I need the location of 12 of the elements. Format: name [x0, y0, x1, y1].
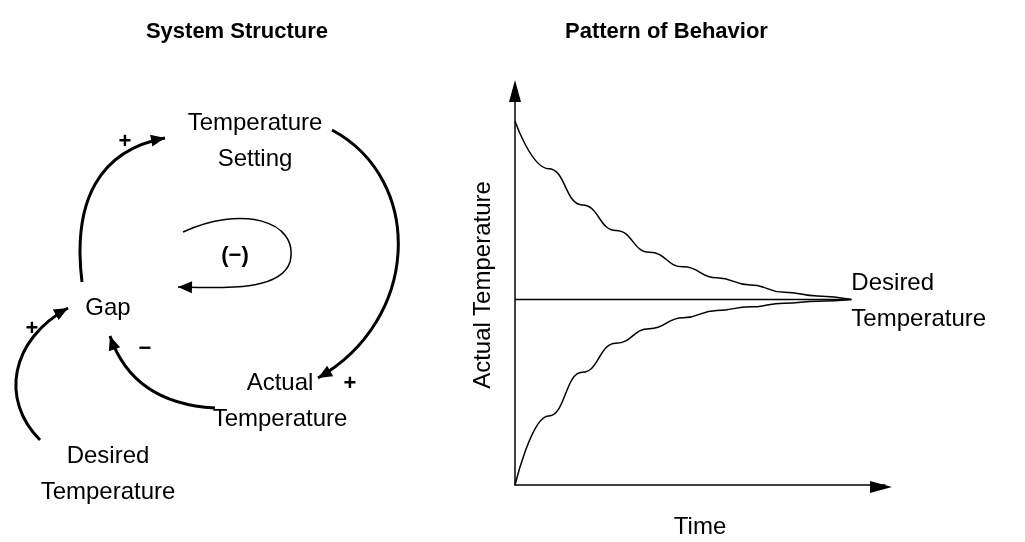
text: Temperature Setting [187, 108, 323, 171]
text: System Structure [145, 18, 329, 43]
series-label: Desired Temperature [851, 268, 987, 332]
text: − [138, 335, 152, 360]
text: + [25, 315, 39, 340]
text: (−) [221, 242, 249, 267]
text: + [118, 128, 132, 153]
x-axis-title: Time [673, 511, 727, 539]
text: Desired Temperature [40, 441, 176, 504]
y-axis-title: Actual Temperature [467, 181, 495, 389]
chart-title: Pattern of Behavior [565, 17, 769, 43]
text: Gap [85, 293, 131, 320]
